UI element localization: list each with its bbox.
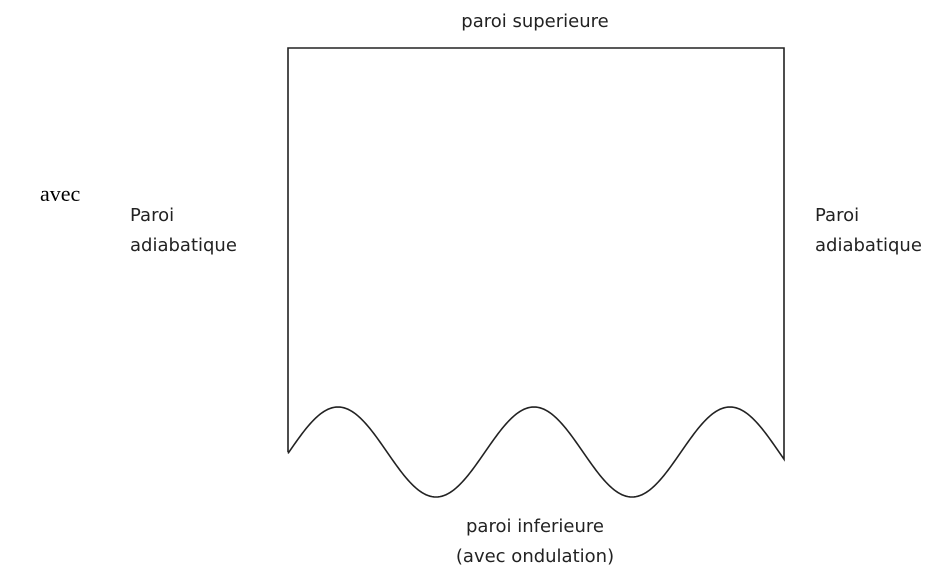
right-wall-label: adiabatique — [815, 235, 922, 256]
bottom-wall-label: paroi inferieure — [466, 516, 604, 537]
left-wall-label: Paroi — [130, 205, 174, 226]
bottom-wall-note: (avec ondulation) — [456, 546, 614, 567]
top-wall-label: paroi superieure — [461, 11, 608, 32]
cavity-outline — [287, 47, 785, 498]
intro-text: avec — [40, 181, 81, 206]
left-wall-label: adiabatique — [130, 235, 237, 256]
right-wall-label: Paroi — [815, 205, 859, 226]
